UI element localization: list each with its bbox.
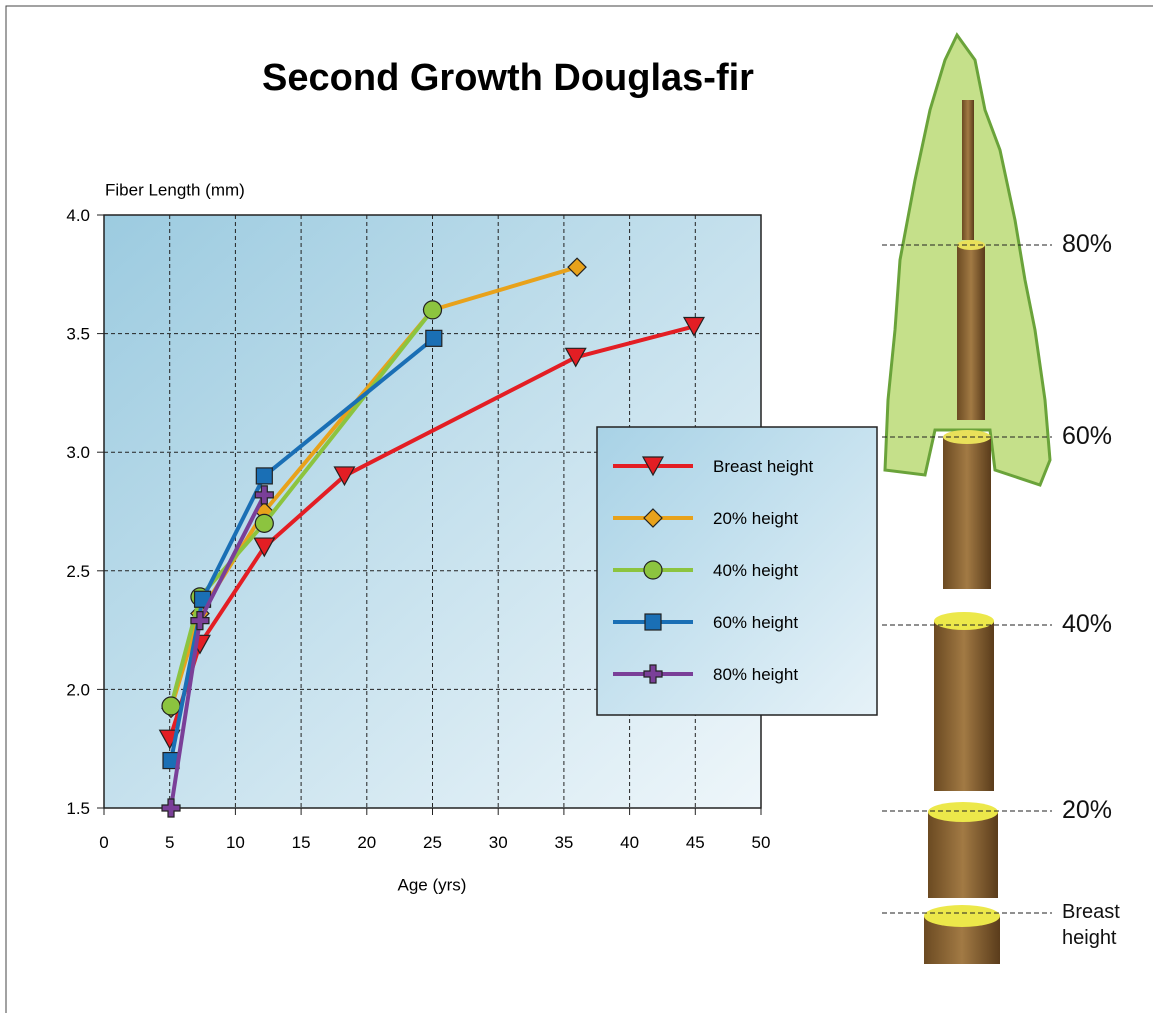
x-tick-label: 0 — [99, 833, 108, 852]
marker — [424, 301, 442, 319]
legend-label: 40% height — [713, 561, 798, 580]
x-tick-label: 25 — [423, 833, 442, 852]
legend-label: 20% height — [713, 509, 798, 528]
x-tick-label: 50 — [752, 833, 771, 852]
marker — [644, 561, 662, 579]
log-60 — [943, 437, 991, 589]
annotation: 80% — [1062, 230, 1112, 259]
x-tick-label: 5 — [165, 833, 174, 852]
marker — [645, 614, 661, 630]
y-tick-label: 2.0 — [66, 680, 90, 699]
y-tick-label: 3.0 — [66, 443, 90, 462]
chart-title: Second Growth Douglas-fir — [262, 57, 754, 99]
x-axis-label: Age (yrs) — [398, 875, 467, 894]
y-tick-label: 2.5 — [66, 562, 90, 581]
legend-label: 80% height — [713, 665, 798, 684]
marker — [426, 330, 442, 346]
x-tick-label: 45 — [686, 833, 705, 852]
annotation: 20% — [1062, 796, 1112, 825]
x-tick-label: 15 — [292, 833, 311, 852]
log-20 — [928, 812, 998, 898]
x-tick-label: 10 — [226, 833, 245, 852]
annotation: Breast height — [1062, 899, 1142, 951]
log-end — [934, 612, 994, 630]
x-tick-label: 30 — [489, 833, 508, 852]
marker — [255, 514, 273, 532]
annotation: 40% — [1062, 610, 1112, 639]
y-axis-label: Fiber Length (mm) — [105, 180, 245, 199]
log-top — [962, 100, 974, 240]
chart: Second Growth Douglas-fir Fiber Length (… — [0, 0, 1153, 1013]
marker — [162, 697, 180, 715]
x-tick-label: 40 — [620, 833, 639, 852]
y-tick-label: 3.5 — [66, 325, 90, 344]
y-tick-label: 1.5 — [66, 799, 90, 818]
x-tick-label: 20 — [357, 833, 376, 852]
log-80 — [957, 245, 985, 420]
log-end — [924, 905, 1000, 927]
log-40 — [934, 621, 994, 791]
x-tick-label: 35 — [554, 833, 573, 852]
page: Second Growth Douglas-fir Fiber Length (… — [0, 0, 1153, 1013]
y-tick-label: 4.0 — [66, 206, 90, 225]
marker — [256, 468, 272, 484]
legend-label: Breast height — [713, 457, 813, 476]
legend-label: 60% height — [713, 613, 798, 632]
annotation: 60% — [1062, 422, 1112, 451]
tree-illustration — [885, 35, 1050, 964]
log-end — [928, 802, 998, 822]
